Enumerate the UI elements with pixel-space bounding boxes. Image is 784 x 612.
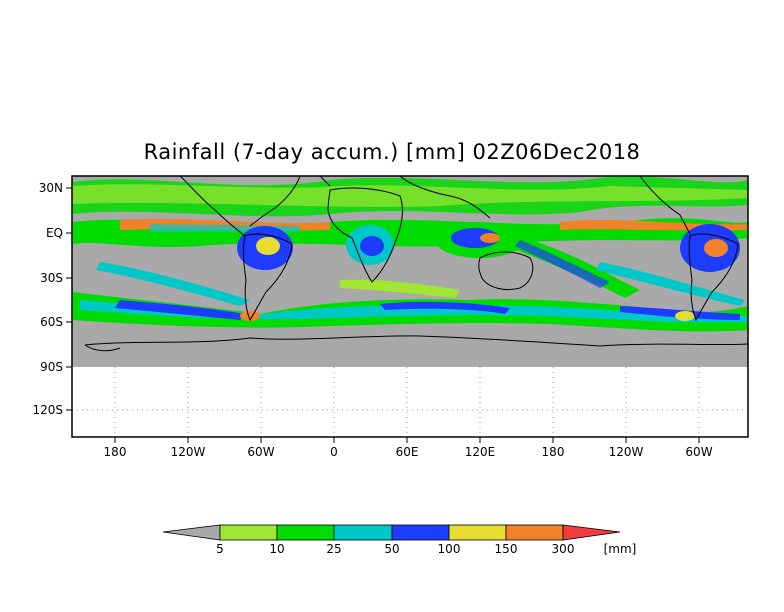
colorbar-tick-50: 50 bbox=[384, 542, 399, 556]
lon-label-180: 180 bbox=[104, 445, 127, 459]
lon-label-180-b: 180 bbox=[542, 445, 565, 459]
colorbar-bin-3 bbox=[333, 524, 393, 541]
lon-label-120w: 120W bbox=[171, 445, 206, 459]
colorbar-bin-4 bbox=[391, 524, 450, 541]
colorbar-tick-10: 10 bbox=[269, 542, 284, 556]
colorbar-tick-300: 300 bbox=[552, 542, 575, 556]
lon-label-60w-b: 60W bbox=[685, 445, 712, 459]
colorbar-bin-5 bbox=[448, 524, 507, 541]
lat-label-90s: 90S bbox=[40, 360, 63, 374]
colorbar-tick-150: 150 bbox=[495, 542, 518, 556]
colorbar-bin-6 bbox=[505, 524, 564, 541]
lat-label-30s: 30S bbox=[40, 271, 63, 285]
latitude-axis: 30N EQ 30S 60S 90S 120S bbox=[32, 181, 72, 417]
longitude-axis: 180 120W 60W 0 60E 120E 180 120W 60W bbox=[104, 437, 713, 459]
colorbar: 5 10 25 50 100 150 300 [mm] bbox=[162, 524, 637, 556]
lat-label-eq: EQ bbox=[46, 226, 63, 240]
lon-label-120e: 120E bbox=[465, 445, 496, 459]
map-title: Rainfall (7-day accum.) [mm] 02Z06Dec201… bbox=[143, 140, 641, 164]
colorbar-bin-1 bbox=[219, 524, 278, 541]
lat-label-30n: 30N bbox=[39, 181, 63, 195]
colorbar-bin-2 bbox=[276, 524, 335, 541]
lon-label-60e: 60E bbox=[396, 445, 419, 459]
gridlines bbox=[72, 367, 748, 437]
coastlines bbox=[84, 176, 748, 352]
lat-label-120s: 120S bbox=[32, 403, 63, 417]
colorbar-bin-under bbox=[162, 524, 221, 541]
lat-label-60s: 60S bbox=[40, 315, 63, 329]
no-data-area bbox=[72, 367, 748, 437]
colorbar-bin-over bbox=[562, 524, 621, 541]
colorbar-tick-5: 5 bbox=[216, 542, 224, 556]
lon-label-120w-b: 120W bbox=[609, 445, 644, 459]
rainfall-field bbox=[72, 176, 748, 332]
map-frame bbox=[71, 175, 749, 438]
lon-label-60w: 60W bbox=[247, 445, 274, 459]
colorbar-tick-100: 100 bbox=[438, 542, 461, 556]
colorbar-unit: [mm] bbox=[604, 542, 637, 556]
lon-label-0: 0 bbox=[330, 445, 338, 459]
colorbar-tick-25: 25 bbox=[326, 542, 341, 556]
